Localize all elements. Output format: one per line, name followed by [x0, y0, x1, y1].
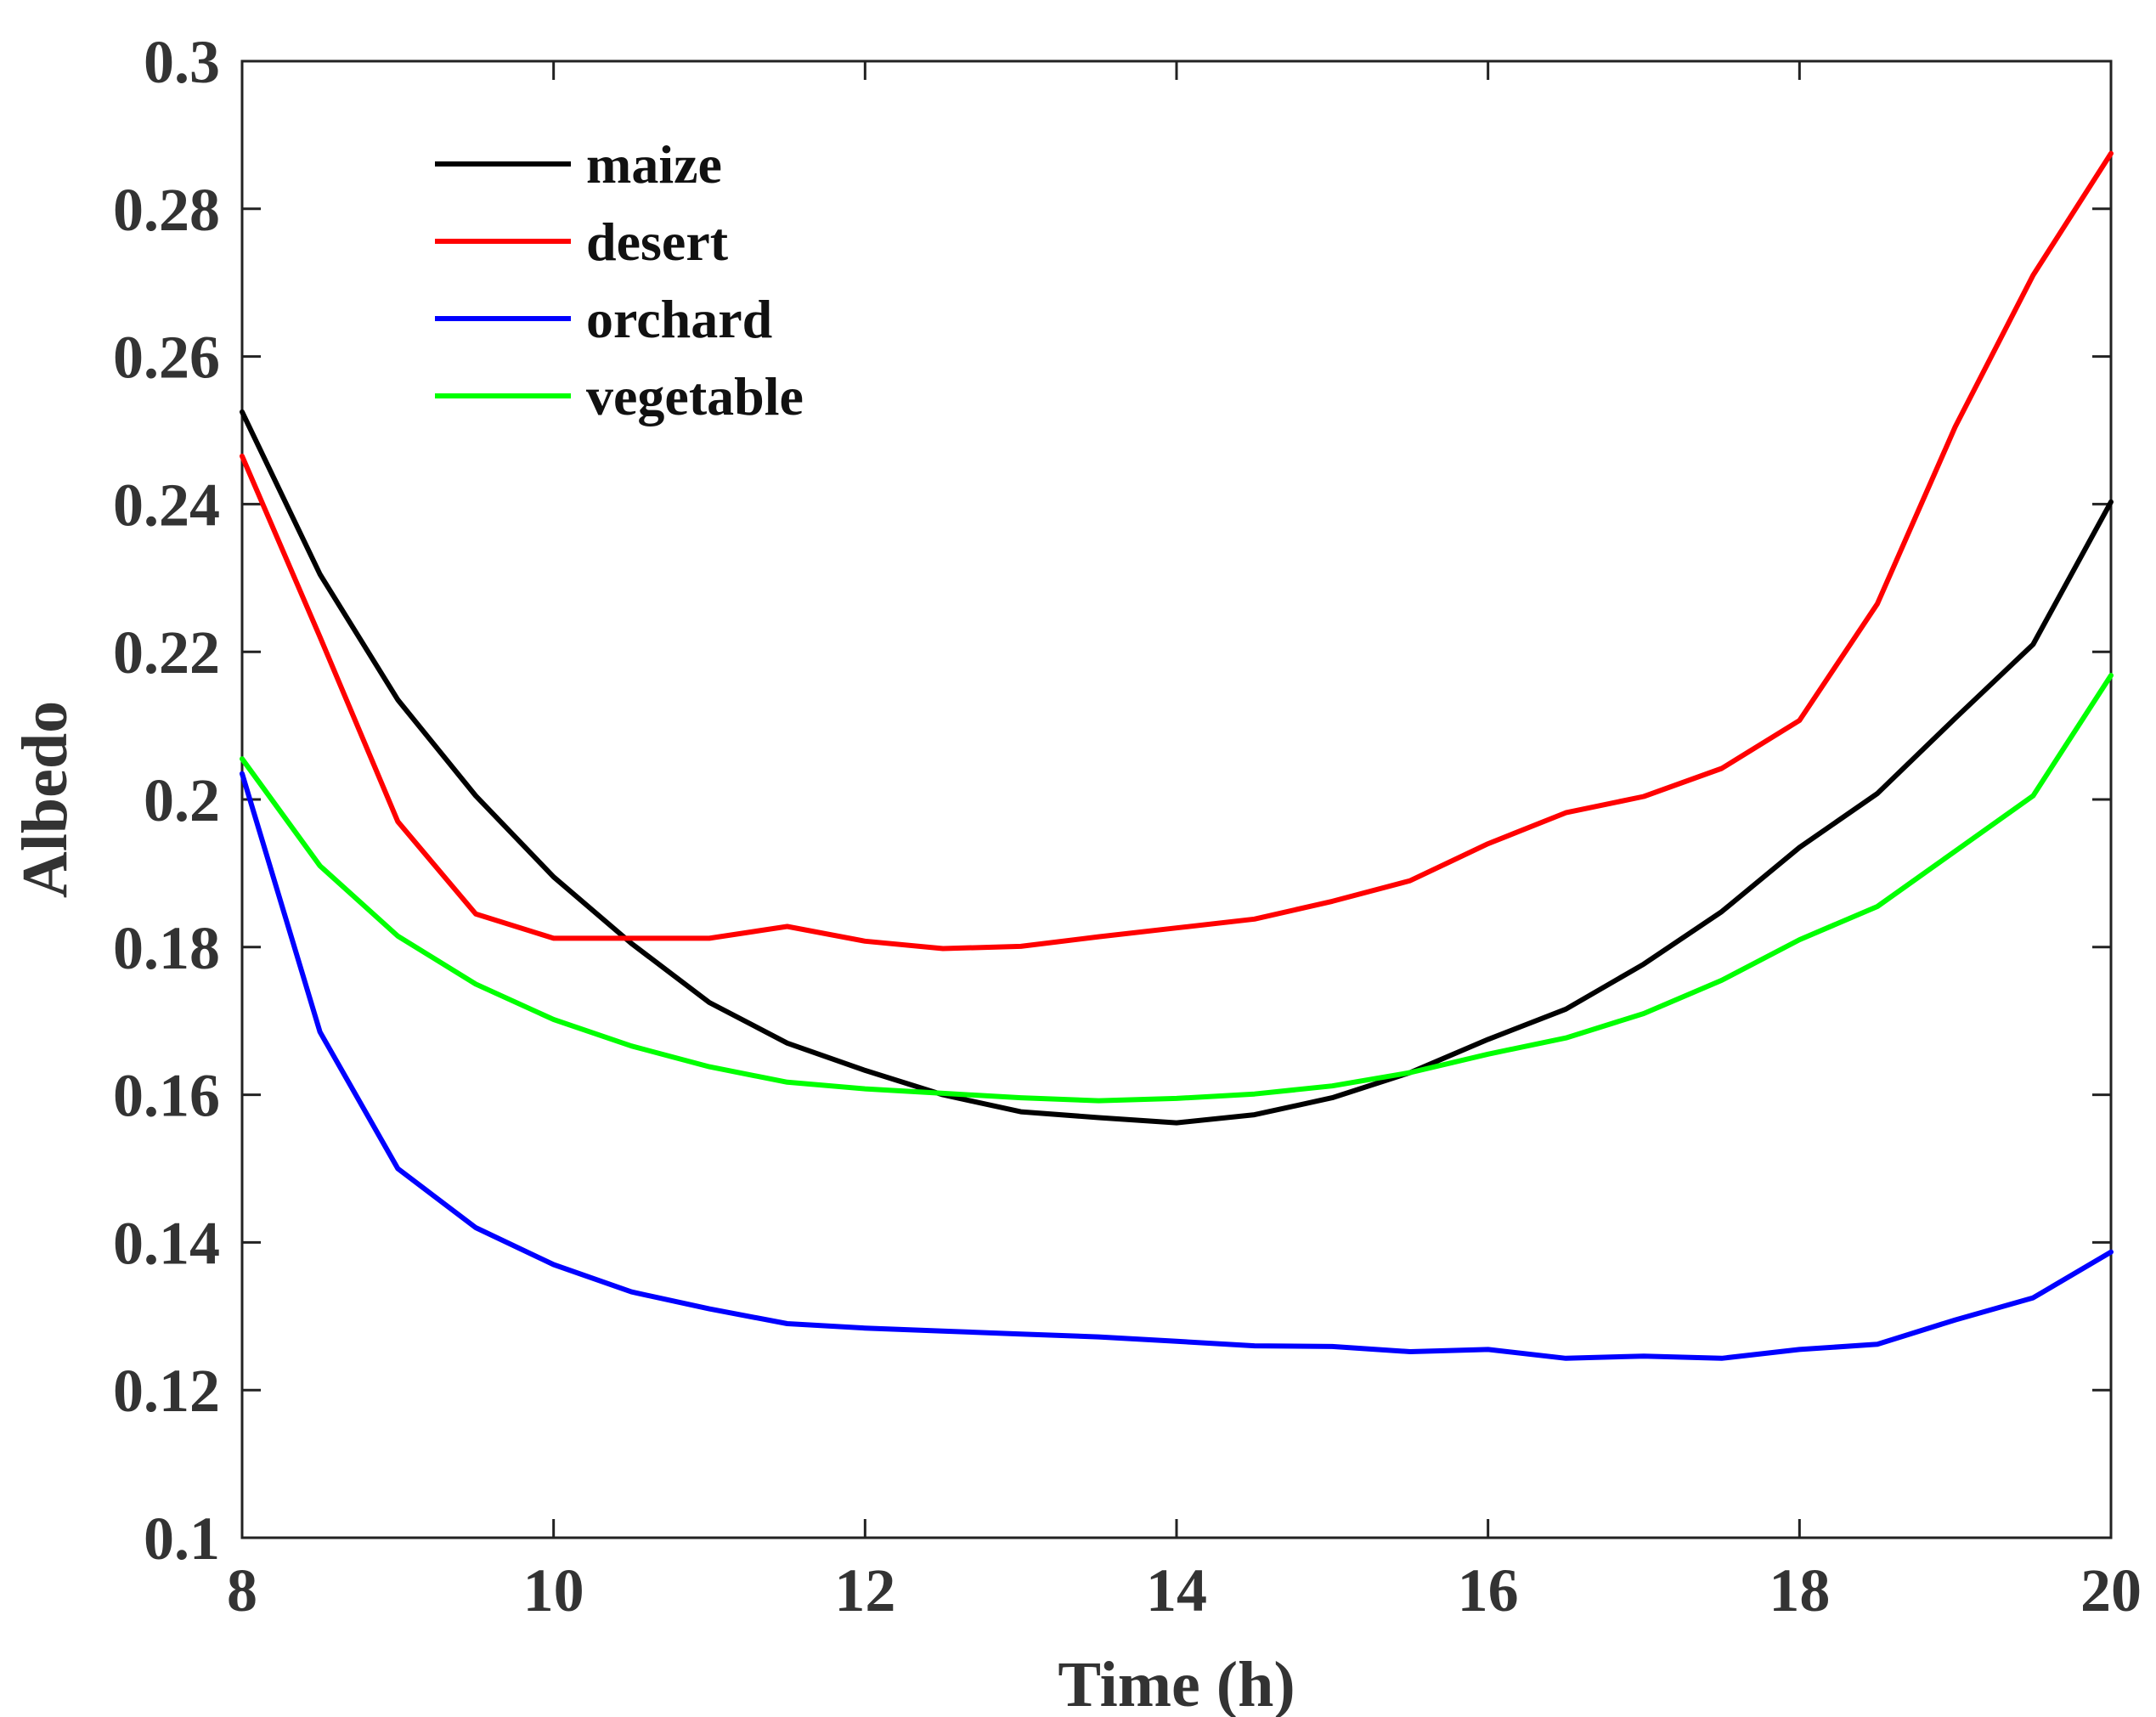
- x-tick-label: 16: [1458, 1556, 1519, 1624]
- legend-label-orchard: orchard: [586, 289, 772, 349]
- x-tick-label: 20: [2080, 1556, 2142, 1624]
- series-line-maize: [240, 409, 2114, 1126]
- y-tick-label: 0.24: [113, 471, 220, 539]
- y-tick-label: 0.14: [113, 1209, 220, 1277]
- plot-frame: [240, 59, 2113, 1539]
- x-tick-label: 10: [523, 1556, 584, 1624]
- y-tick-label: 0.2: [144, 766, 220, 834]
- y-tick-label: 0.28: [113, 176, 220, 244]
- series-lines: [240, 150, 2114, 1361]
- axis-ticks: [240, 59, 2113, 1539]
- tick-labels: 8 10 12 14 16 18 20 0.1 0.12 0.14 0.16 0.18 0.2 0.22 0…: [113, 28, 2142, 1624]
- x-axis-title: Time (h): [1058, 1649, 1295, 1717]
- x-tick-label: 8: [227, 1556, 257, 1624]
- legend-label-desert: desert: [586, 212, 729, 272]
- y-axis-title: Albedo: [9, 701, 81, 898]
- y-tick-label: 0.12: [113, 1357, 220, 1425]
- series-line-vegetable: [240, 673, 2114, 1104]
- y-tick-label: 0.3: [144, 28, 220, 96]
- plot-area: [240, 59, 2113, 1539]
- y-tick-label: 0.1: [144, 1505, 220, 1573]
- y-tick-label: 0.26: [113, 324, 220, 392]
- series-line-desert: [240, 150, 2114, 952]
- y-tick-label: 0.16: [113, 1062, 220, 1130]
- legend-label-vegetable: vegetable: [586, 366, 804, 426]
- legend-label-maize: maize: [586, 134, 722, 195]
- x-tick-label: 14: [1146, 1556, 1207, 1624]
- series-line-orchard: [240, 771, 2114, 1361]
- legend: maize desert orchard vegetable: [435, 134, 804, 426]
- y-tick-label: 0.22: [113, 618, 220, 686]
- y-tick-label: 0.18: [113, 914, 220, 982]
- x-tick-label: 18: [1769, 1556, 1830, 1624]
- x-tick-label: 12: [834, 1556, 895, 1624]
